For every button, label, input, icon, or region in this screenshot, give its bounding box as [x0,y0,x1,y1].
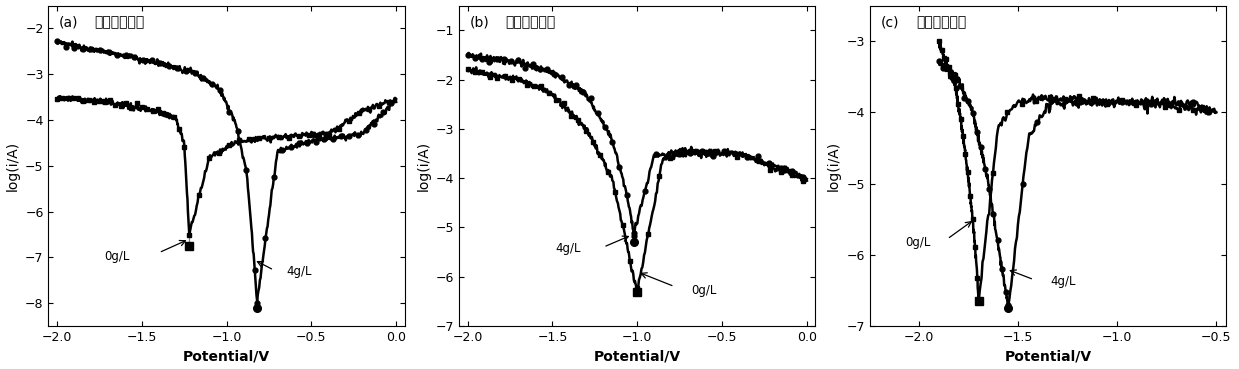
Text: 0g/L: 0g/L [691,284,717,297]
Text: 0g/L: 0g/L [104,250,130,263]
Text: (a): (a) [59,15,78,29]
Text: (c): (c) [881,15,900,29]
X-axis label: Potential/V: Potential/V [1005,349,1092,363]
Y-axis label: log(i/A): log(i/A) [5,141,20,191]
Text: 焊缝处氧化膜: 焊缝处氧化膜 [916,15,966,29]
X-axis label: Potential/V: Potential/V [183,349,270,363]
X-axis label: Potential/V: Potential/V [593,349,680,363]
Y-axis label: log(i/A): log(i/A) [826,141,841,191]
Text: 4g/L: 4g/L [556,242,581,255]
Text: 铝表面氧化膜: 铝表面氧化膜 [94,15,145,29]
Y-axis label: log(i/A): log(i/A) [416,141,430,191]
Text: 馒表面氧化膜: 馒表面氧化膜 [506,15,556,29]
Text: 4g/L: 4g/L [286,265,311,278]
Text: (b): (b) [470,15,489,29]
Text: 0g/L: 0g/L [906,236,930,249]
Text: 4g/L: 4g/L [1049,275,1075,288]
